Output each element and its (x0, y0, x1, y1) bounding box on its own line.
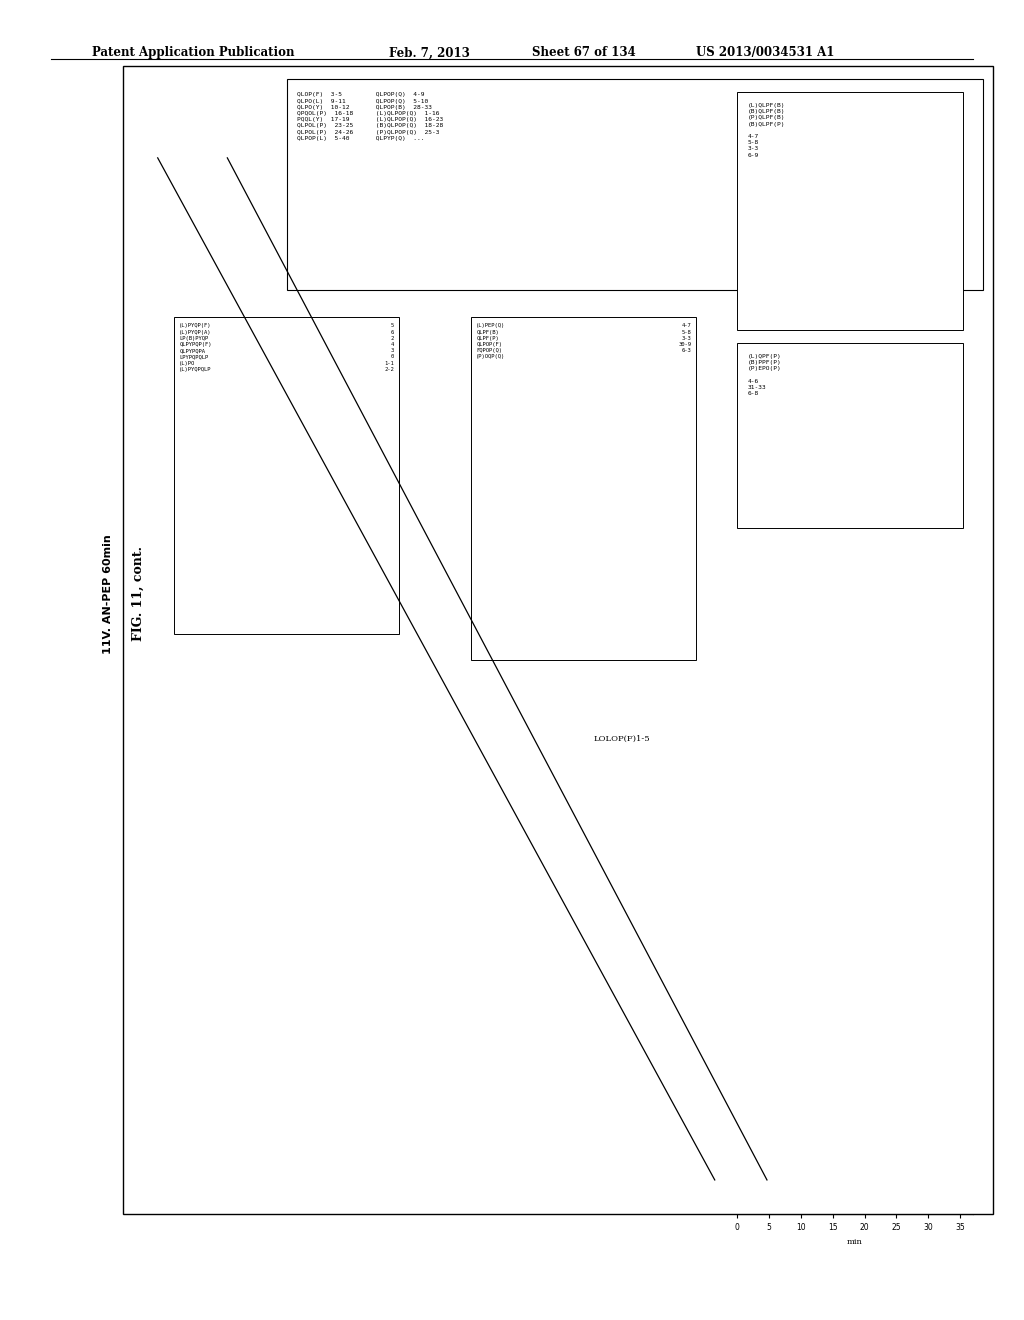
Y-axis label: mAU: mAU (136, 583, 143, 605)
Text: Patent Application Publication: Patent Application Publication (92, 46, 295, 59)
Y-axis label: mAU: mAU (438, 583, 446, 605)
Text: Feb. 7, 2013: Feb. 7, 2013 (389, 46, 470, 59)
Text: 5
6
2
4
3
0
1-1
2-2: 5 6 2 4 3 0 1-1 2-2 (384, 323, 394, 372)
X-axis label: min: min (591, 895, 607, 903)
Text: LOLOP(F)1-5: LOLOP(F)1-5 (594, 735, 650, 743)
Text: (L)PYQP(F)
(L)PYQP(A)
LP(B)PYQP
QLPYPQP(F)
QLPYPQPA
LPYPQPQLP
(L)PO
(L)PYQPQLP: (L)PYQP(F) (L)PYQP(A) LP(B)PYQP QLPYPQP(… (179, 323, 212, 372)
Text: FIG. 11, cont.: FIG. 11, cont. (132, 546, 144, 642)
Text: QLOP(F)  3-5         QLPOP(Q)  4-9
QLPO(L)  9-11        QLPOP(Q)  5-10
QLPO(Y)  : QLOP(F) 3-5 QLPOP(Q) 4-9 QLPO(L) 9-11 QL… (297, 92, 443, 141)
Text: 4-7
5-8
3-3
30-9
6-3: 4-7 5-8 3-3 30-9 6-3 (678, 323, 691, 354)
X-axis label: min: min (847, 1238, 863, 1246)
Text: (L)QLPF(B)
(B)QLPF(B)
(P)QLPF(B)
(B)QLPF(P)

4-7
5-8
3-3
6-9: (L)QLPF(B) (B)QLPF(B) (P)QLPF(B) (B)QLPF… (748, 103, 785, 157)
Text: (L)PEP(Q)
QLPF(B)
QLPF(P)
QLPOP(F)
FQPOP(Q)
(P)OQP(Q): (L)PEP(Q) QLPF(B) QLPF(P) QLPOP(F) FQPOP… (476, 323, 506, 359)
Text: 11V. AN-PEP 60min: 11V. AN-PEP 60min (102, 535, 113, 653)
Text: (L)QPF(P)
(B)PPF(P)
(P)EPO(P)

4-6
31-33
6-8: (L)QPF(P) (B)PPF(P) (P)EPO(P) 4-6 31-33 … (748, 354, 781, 396)
Text: US 2013/0034531 A1: US 2013/0034531 A1 (696, 46, 835, 59)
Text: Sheet 67 of 134: Sheet 67 of 134 (532, 46, 636, 59)
X-axis label: min: min (309, 895, 326, 903)
